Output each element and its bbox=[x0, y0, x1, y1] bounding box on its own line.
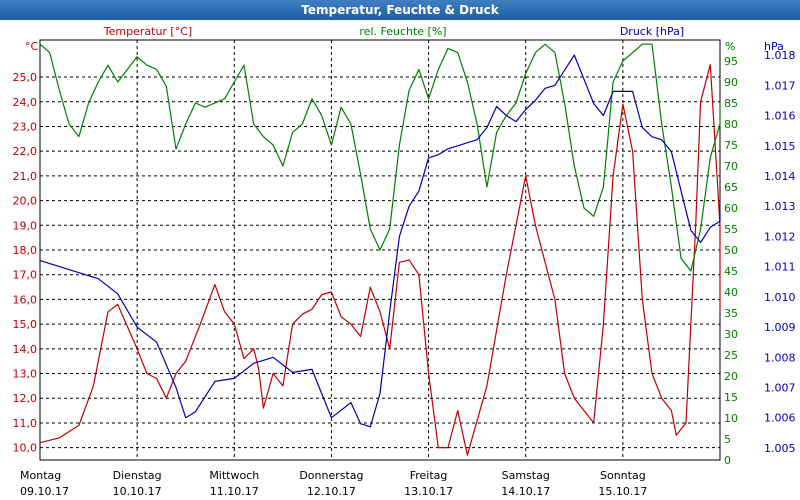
temperature-tick-label: 22,0 bbox=[13, 145, 38, 158]
temperature-tick-label: 18,0 bbox=[13, 244, 38, 257]
x-day-label: Mittwoch bbox=[209, 469, 259, 482]
grid-layer bbox=[40, 40, 720, 460]
x-day-label: Dienstag bbox=[113, 469, 162, 482]
pressure-tick-label: 1.006 bbox=[764, 412, 796, 425]
temperature-tick-label: 25,0 bbox=[13, 71, 38, 84]
humidity-tick-label: 90 bbox=[724, 76, 738, 89]
humidity-tick-label: 15 bbox=[724, 391, 738, 404]
humidity-tick-label: 85 bbox=[724, 97, 738, 110]
humidity-tick-label: 20 bbox=[724, 370, 738, 383]
axis-layer: 10,0 11,0 12,0 13,0 14,0 15,0 16,0 17,0 18,0 19,0… bbox=[13, 49, 796, 498]
temperature-series-line bbox=[39, 64, 721, 456]
x-date-label: 11.10.17 bbox=[210, 485, 259, 498]
pressure-axis-title: Druck [hPa] bbox=[620, 25, 684, 38]
pressure-tick-label: 1.013 bbox=[764, 200, 796, 213]
pressure-unit-label: hPa bbox=[764, 40, 784, 53]
temperature-unit-label: °C bbox=[25, 40, 39, 53]
pressure-tick-label: 1.015 bbox=[764, 140, 796, 153]
temperature-tick-label: 19,0 bbox=[13, 219, 38, 232]
humidity-tick-label: 5 bbox=[724, 433, 731, 446]
humidity-tick-label: 65 bbox=[724, 181, 738, 194]
x-day-label: Freitag bbox=[410, 469, 448, 482]
humidity-tick-label: 55 bbox=[724, 223, 738, 236]
humidity-tick-label: 95 bbox=[724, 55, 738, 68]
humidity-tick-label: 80 bbox=[724, 118, 738, 131]
temperature-tick-label: 11,0 bbox=[13, 417, 38, 430]
humidity-tick-label: 70 bbox=[724, 160, 738, 173]
pressure-tick-label: 1.012 bbox=[764, 230, 796, 243]
x-date-label: 09.10.17 bbox=[20, 485, 69, 498]
temperature-tick-label: 23,0 bbox=[13, 120, 38, 133]
pressure-tick-label: 1.009 bbox=[764, 321, 796, 334]
pressure-tick-label: 1.018 bbox=[764, 49, 796, 62]
pressure-tick-label: 1.016 bbox=[764, 110, 796, 123]
humidity-tick-label: 35 bbox=[724, 307, 738, 320]
humidity-tick-label: 40 bbox=[724, 286, 738, 299]
x-date-label: 15.10.17 bbox=[598, 485, 647, 498]
humidity-tick-label: 60 bbox=[724, 202, 738, 215]
x-date-label: 10.10.17 bbox=[113, 485, 162, 498]
pressure-tick-label: 1.010 bbox=[764, 291, 796, 304]
pressure-tick-label: 1.005 bbox=[764, 442, 796, 455]
humidity-tick-label: 10 bbox=[724, 412, 738, 425]
temperature-tick-label: 10,0 bbox=[13, 442, 38, 455]
temperature-tick-label: 21,0 bbox=[13, 170, 38, 183]
chart-title: Temperatur, Feuchte & Druck bbox=[0, 0, 800, 20]
temperature-tick-label: 12,0 bbox=[13, 392, 38, 405]
humidity-tick-label: 25 bbox=[724, 349, 738, 362]
humidity-tick-label: 75 bbox=[724, 139, 738, 152]
x-date-label: 14.10.17 bbox=[501, 485, 550, 498]
humidity-tick-label: 0 bbox=[724, 454, 731, 467]
x-date-label: 12.10.17 bbox=[307, 485, 356, 498]
temperature-tick-label: 13,0 bbox=[13, 368, 38, 381]
humidity-unit-label: % bbox=[725, 40, 735, 53]
humidity-axis-title: rel. Feuchte [%] bbox=[359, 25, 446, 38]
humidity-tick-label: 30 bbox=[724, 328, 738, 341]
x-day-label: Samstag bbox=[502, 469, 550, 482]
temperature-tick-label: 24,0 bbox=[13, 96, 38, 109]
pressure-series-line bbox=[39, 54, 721, 428]
temperature-axis-title: Temperatur [°C] bbox=[103, 25, 192, 38]
pressure-tick-label: 1.011 bbox=[764, 261, 796, 274]
x-day-label: Montag bbox=[20, 469, 61, 482]
pressure-tick-label: 1.007 bbox=[764, 381, 796, 394]
pressure-tick-label: 1.014 bbox=[764, 170, 796, 183]
temperature-tick-label: 20,0 bbox=[13, 195, 38, 208]
series-layer bbox=[39, 43, 721, 456]
pressure-tick-label: 1.008 bbox=[764, 351, 796, 364]
humidity-series-line bbox=[39, 43, 721, 272]
humidity-tick-label: 45 bbox=[724, 265, 738, 278]
temperature-tick-label: 14,0 bbox=[13, 343, 38, 356]
temperature-tick-label: 16,0 bbox=[13, 293, 38, 306]
humidity-tick-label: 50 bbox=[724, 244, 738, 257]
x-day-label: Sonntag bbox=[600, 469, 646, 482]
x-date-label: 13.10.17 bbox=[404, 485, 453, 498]
pressure-tick-label: 1.017 bbox=[764, 79, 796, 92]
x-day-label: Donnerstag bbox=[299, 469, 363, 482]
temperature-tick-label: 17,0 bbox=[13, 269, 38, 282]
temperature-tick-label: 15,0 bbox=[13, 318, 38, 331]
